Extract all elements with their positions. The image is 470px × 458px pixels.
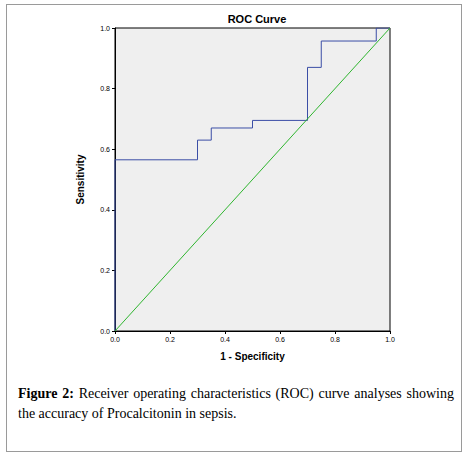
svg-text:0.8: 0.8 [330, 336, 340, 343]
svg-text:0.6: 0.6 [100, 146, 110, 153]
html-text:Figure 2: Receiver operating c: Figure 2: Receiver operating characteris… [18, 386, 454, 421]
svg-text:0.4: 0.4 [220, 336, 230, 343]
svg-text:0.2: 0.2 [165, 336, 175, 343]
svg-text:ROC Curve: ROC Curve [228, 13, 287, 25]
svg-text:1 - Specificity: 1 - Specificity [220, 351, 285, 362]
svg-text:1.0: 1.0 [100, 25, 110, 32]
svg-text:0.0: 0.0 [100, 328, 110, 335]
svg-text:0.2: 0.2 [100, 267, 110, 274]
svg-text:0.0: 0.0 [110, 336, 120, 343]
svg-text:0.4: 0.4 [100, 206, 110, 213]
svg-text:0.6: 0.6 [275, 336, 285, 343]
svg-text:Sensitivity: Sensitivity [75, 154, 86, 204]
svg-text:0.8: 0.8 [100, 85, 110, 92]
svg-text:1.0: 1.0 [385, 336, 395, 343]
